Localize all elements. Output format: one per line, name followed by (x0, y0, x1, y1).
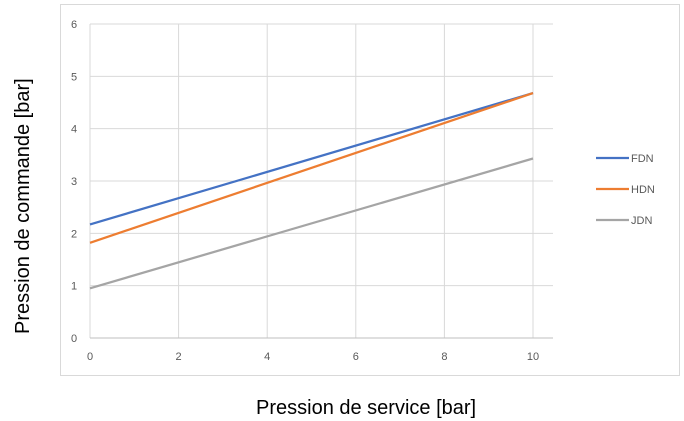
x-tick-label: 0 (87, 351, 93, 363)
x-tick-label: 2 (176, 351, 182, 363)
series-line-jdn (89, 157, 534, 290)
legend: FDN HDN JDN (596, 153, 655, 227)
x-tick-label: 8 (441, 351, 447, 363)
y-tick-label: 3 (71, 176, 77, 188)
grid (89, 23, 553, 338)
x-tick-label: 10 (527, 351, 539, 363)
legend-label-jdn: JDN (631, 215, 652, 227)
series-line-fdn (89, 92, 534, 226)
y-tick-label: 2 (71, 228, 77, 240)
y-tick-label: 4 (71, 124, 77, 136)
series-line-hdn (89, 92, 534, 244)
y-tick-label: 1 (71, 281, 77, 293)
series-lines (89, 92, 534, 290)
x-tick-label: 4 (264, 351, 270, 363)
x-axis-label: Pression de service [bar] (256, 397, 477, 419)
y-tick-label: 0 (71, 333, 77, 345)
chart-frame (60, 4, 680, 376)
x-tick-label: 6 (353, 351, 359, 363)
y-tick-label: 6 (71, 19, 77, 31)
y-tick-label: 5 (71, 71, 77, 83)
axes: 0 1 2 3 4 5 6 0 2 4 6 8 10 (71, 19, 553, 363)
legend-label-hdn: HDN (631, 184, 655, 196)
y-axis-label: Pression de commande [bar] (12, 78, 34, 334)
legend-label-fdn: FDN (631, 153, 654, 165)
